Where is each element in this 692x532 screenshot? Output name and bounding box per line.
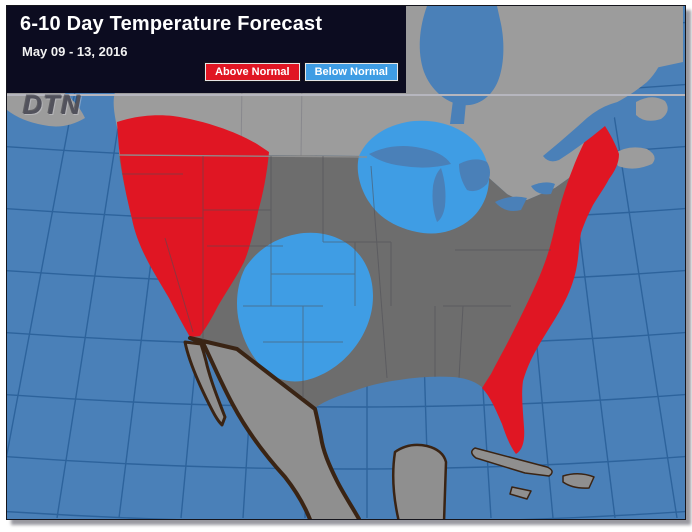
hudson-bay xyxy=(419,6,504,106)
lake-ontario xyxy=(531,182,555,195)
us-canada-border xyxy=(118,154,368,158)
forecast-map-window: 6-10 Day Temperature Forecast May 09 - 1… xyxy=(6,5,686,520)
legend-below-normal: Below Normal xyxy=(304,63,398,81)
header-separator-line xyxy=(7,94,685,96)
legend: Above Normal Below Normal xyxy=(205,63,398,81)
mexico-landmass xyxy=(183,336,595,519)
lake-erie xyxy=(495,196,527,211)
st-lawrence xyxy=(543,100,631,162)
lake-michigan xyxy=(432,168,446,222)
cuba xyxy=(471,447,553,477)
header-panel: 6-10 Day Temperature Forecast May 09 - 1… xyxy=(7,6,406,93)
jamaica xyxy=(509,486,532,500)
dtn-logo: DTN xyxy=(23,90,82,120)
above-normal-west-region xyxy=(117,115,269,337)
above-normal-east-coast-region xyxy=(482,116,619,454)
legend-above-normal: Above Normal xyxy=(205,63,300,81)
hispaniola xyxy=(562,473,595,489)
mexico-mainland xyxy=(188,336,361,519)
james-bay xyxy=(450,100,466,124)
greenland xyxy=(603,6,683,68)
lake-superior xyxy=(369,146,451,168)
lake-huron xyxy=(459,159,490,192)
newfoundland xyxy=(636,97,668,121)
state-borders xyxy=(119,156,551,398)
inland-water xyxy=(369,6,631,222)
baja-california xyxy=(183,340,227,427)
above-normal-regions xyxy=(117,115,619,454)
date-range: May 09 - 13, 2016 xyxy=(22,44,128,59)
yucatan-peninsula xyxy=(391,443,448,519)
nova-scotia xyxy=(613,147,655,169)
page-title: 6-10 Day Temperature Forecast xyxy=(20,13,323,35)
